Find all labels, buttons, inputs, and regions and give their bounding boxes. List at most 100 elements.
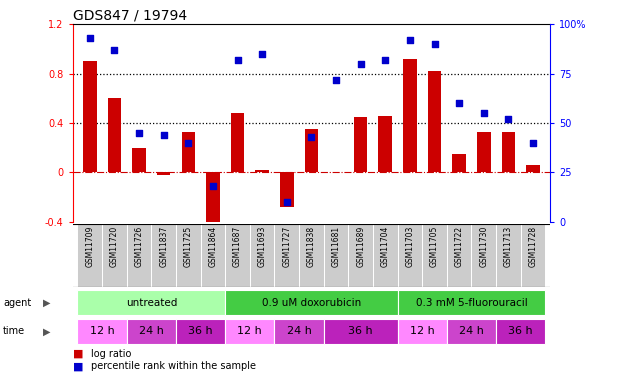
Bar — [428, 71, 441, 172]
Text: 0.9 uM doxorubicin: 0.9 uM doxorubicin — [262, 298, 361, 307]
Bar — [250, 224, 274, 287]
Text: untreated: untreated — [126, 298, 177, 307]
Point — [134, 130, 144, 136]
Text: GSM11687: GSM11687 — [233, 225, 242, 267]
Text: 12 h: 12 h — [410, 327, 435, 336]
Bar — [379, 116, 392, 172]
Point — [405, 37, 415, 43]
Bar — [225, 290, 398, 315]
Bar — [280, 172, 293, 207]
Bar — [477, 132, 490, 172]
Bar — [422, 224, 447, 287]
Bar — [206, 172, 220, 234]
Bar — [151, 224, 176, 287]
Point — [454, 100, 464, 106]
Bar — [231, 113, 244, 172]
Text: 12 h: 12 h — [237, 327, 262, 336]
Text: GDS847 / 19794: GDS847 / 19794 — [73, 9, 187, 22]
Bar — [225, 319, 274, 344]
Text: ▶: ▶ — [43, 298, 50, 307]
Text: time: time — [3, 327, 25, 336]
Bar — [256, 170, 269, 172]
Bar — [398, 224, 422, 287]
Text: GSM11727: GSM11727 — [282, 225, 292, 267]
Text: GSM11728: GSM11728 — [529, 225, 538, 267]
Bar — [496, 224, 521, 287]
Text: 0.3 mM 5-fluorouracil: 0.3 mM 5-fluorouracil — [416, 298, 528, 307]
Text: 12 h: 12 h — [90, 327, 114, 336]
Bar — [78, 224, 102, 287]
Point — [479, 110, 489, 116]
Point — [430, 41, 440, 47]
Text: GSM11725: GSM11725 — [184, 225, 193, 267]
Bar — [521, 224, 545, 287]
Bar — [452, 154, 466, 173]
Bar — [447, 224, 471, 287]
Bar — [201, 224, 225, 287]
Text: GSM11722: GSM11722 — [454, 225, 464, 267]
Bar — [398, 290, 545, 315]
Text: percentile rank within the sample: percentile rank within the sample — [91, 361, 256, 371]
Text: 24 h: 24 h — [139, 327, 164, 336]
Bar — [348, 224, 373, 287]
Bar — [496, 319, 545, 344]
Bar — [127, 224, 151, 287]
Text: GSM11704: GSM11704 — [380, 225, 390, 267]
Text: GSM11709: GSM11709 — [85, 225, 94, 267]
Text: GSM11726: GSM11726 — [134, 225, 143, 267]
Point — [208, 183, 218, 189]
Bar — [274, 319, 324, 344]
Bar — [83, 62, 97, 172]
Text: GSM11713: GSM11713 — [504, 225, 513, 267]
Point — [331, 76, 341, 82]
Text: GSM11703: GSM11703 — [405, 225, 415, 267]
Text: 36 h: 36 h — [348, 327, 373, 336]
Text: GSM11705: GSM11705 — [430, 225, 439, 267]
Bar — [182, 132, 195, 172]
Text: ■: ■ — [73, 349, 83, 359]
Text: GSM11693: GSM11693 — [257, 225, 267, 267]
Point — [528, 140, 538, 146]
Bar — [373, 224, 398, 287]
Bar — [305, 129, 318, 173]
Bar — [78, 319, 127, 344]
Bar — [403, 59, 416, 172]
Bar — [78, 290, 225, 315]
Text: 24 h: 24 h — [286, 327, 312, 336]
Point — [257, 51, 267, 57]
Bar — [471, 224, 496, 287]
Point — [356, 61, 366, 67]
Bar — [157, 172, 170, 175]
Bar — [176, 224, 201, 287]
Text: GSM11837: GSM11837 — [159, 225, 168, 267]
Bar — [127, 319, 176, 344]
Bar — [398, 319, 447, 344]
Point — [158, 132, 168, 138]
Bar — [108, 98, 121, 172]
Bar — [133, 148, 146, 172]
Point — [281, 199, 292, 205]
Bar — [324, 319, 398, 344]
Point — [380, 57, 391, 63]
Bar — [102, 224, 127, 287]
Bar — [354, 117, 367, 172]
Text: ■: ■ — [73, 361, 83, 371]
Point — [232, 57, 242, 63]
Text: ▶: ▶ — [43, 327, 50, 336]
Text: 36 h: 36 h — [509, 327, 533, 336]
Text: 24 h: 24 h — [459, 327, 484, 336]
Text: GSM11730: GSM11730 — [480, 225, 488, 267]
Point — [85, 35, 95, 41]
Point — [504, 116, 514, 122]
Text: GSM11838: GSM11838 — [307, 225, 316, 267]
Text: agent: agent — [3, 298, 32, 307]
Point — [183, 140, 193, 146]
Point — [109, 47, 119, 53]
Text: log ratio: log ratio — [91, 349, 132, 359]
Bar — [225, 224, 250, 287]
Bar — [299, 224, 324, 287]
Text: 36 h: 36 h — [188, 327, 213, 336]
Bar — [526, 165, 540, 172]
Bar — [324, 224, 348, 287]
Text: GSM11720: GSM11720 — [110, 225, 119, 267]
